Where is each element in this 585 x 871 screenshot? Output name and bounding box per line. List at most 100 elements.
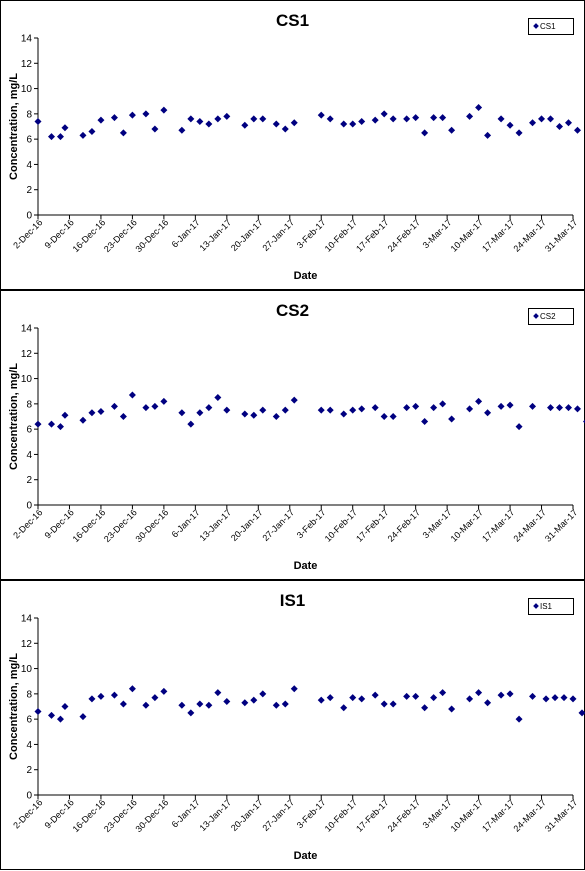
data-point — [430, 404, 438, 412]
data-point — [151, 694, 159, 702]
data-point — [281, 700, 289, 708]
data-point — [412, 402, 420, 410]
data-point — [358, 117, 366, 125]
y-axis-label: Concentration, mg/L — [8, 653, 20, 760]
data-point — [250, 411, 258, 419]
data-point — [205, 404, 213, 412]
x-tick-label: 27-Jan-17 — [260, 507, 296, 543]
x-tick-label: 20-Jan-17 — [229, 507, 265, 543]
chart-panel-cs2: 0 2 4 6 8 10 12 14 2-Dec-16 9-Dec-16 16-Dec-16 23-D… — [0, 290, 585, 580]
y-tick-label: 12 — [21, 639, 33, 650]
data-point — [119, 700, 127, 708]
data-point — [475, 689, 483, 697]
data-point — [547, 115, 555, 123]
data-point — [389, 115, 397, 123]
data-point — [506, 690, 514, 698]
data-point — [272, 413, 280, 420]
y-tick-label: 10 — [21, 374, 33, 385]
data-point — [79, 416, 87, 424]
data-point — [160, 397, 168, 405]
data-point — [151, 402, 159, 410]
x-tick-label: 17-Mar-17 — [480, 797, 516, 833]
data-point — [110, 691, 118, 699]
data-point — [412, 692, 420, 700]
y-tick-label: 4 — [26, 160, 32, 171]
data-point — [281, 125, 289, 133]
x-tick-label: 30-Dec-16 — [134, 507, 171, 544]
data-point — [484, 409, 492, 417]
y-tick-label: 10 — [21, 84, 33, 95]
data-point — [151, 125, 159, 133]
data-point — [259, 115, 267, 123]
data-point — [128, 685, 136, 693]
data-point — [47, 133, 55, 141]
data-point — [497, 115, 505, 123]
y-axis-label: Concentration, mg/L — [8, 363, 20, 470]
data-point — [317, 111, 325, 119]
data-point — [569, 695, 577, 703]
y-tick-label: 0 — [26, 791, 32, 802]
data-point — [326, 694, 334, 702]
data-point — [506, 401, 514, 409]
data-point — [61, 124, 69, 132]
x-axis-label: Date — [294, 560, 318, 572]
data-point — [475, 397, 483, 405]
x-tick-label: 13-Jan-17 — [198, 507, 234, 543]
data-point — [178, 126, 186, 134]
data-point — [178, 701, 186, 709]
data-point — [34, 708, 42, 716]
x-tick-label: 23-Dec-16 — [102, 797, 139, 834]
x-tick-label: 10-Mar-17 — [449, 797, 485, 833]
data-point — [560, 694, 568, 702]
data-point — [223, 406, 231, 414]
x-tick-label: 2-Dec-16 — [11, 797, 44, 830]
data-point — [79, 713, 87, 721]
data-point — [47, 420, 55, 428]
data-point — [290, 119, 298, 127]
data-point — [421, 704, 429, 712]
legend-label: CS1 — [540, 22, 556, 31]
data-point — [439, 689, 447, 697]
x-tick-label: 24-Mar-17 — [512, 217, 548, 253]
data-point — [97, 116, 105, 124]
x-tick-label: 2-Dec-16 — [11, 217, 44, 250]
data-point — [142, 701, 150, 709]
x-tick-label: 24-Feb-17 — [386, 217, 422, 253]
y-tick-label: 2 — [26, 765, 32, 776]
data-point — [110, 114, 118, 122]
data-point — [214, 115, 222, 123]
x-tick-label: 24-Mar-17 — [512, 797, 548, 833]
data-point — [160, 687, 168, 695]
x-tick-label: 23-Dec-16 — [102, 217, 139, 254]
data-point — [506, 121, 514, 129]
data-point — [340, 704, 348, 712]
data-point — [439, 400, 447, 408]
data-point — [290, 685, 298, 693]
data-point — [542, 695, 550, 703]
x-tick-label: 23-Dec-16 — [102, 507, 139, 544]
data-point — [272, 701, 280, 709]
data-point — [547, 404, 555, 412]
x-tick-label: 27-Jan-17 — [260, 797, 296, 833]
x-tick-label: 31-Mar-17 — [543, 797, 579, 833]
data-point — [79, 131, 87, 139]
x-tick-label: 16-Dec-16 — [71, 217, 108, 254]
y-tick-label: 6 — [26, 425, 32, 436]
legend-marker-icon — [533, 603, 539, 609]
data-point — [290, 396, 298, 404]
data-point — [56, 423, 64, 431]
data-point — [259, 690, 267, 698]
data-point — [61, 411, 69, 419]
y-tick-label: 8 — [26, 399, 32, 410]
data-point — [466, 405, 474, 413]
x-tick-label: 10-Mar-17 — [449, 217, 485, 253]
data-point — [223, 697, 231, 705]
data-point — [582, 419, 585, 424]
data-point — [56, 715, 64, 723]
data-point — [573, 126, 581, 134]
data-point — [448, 415, 456, 423]
y-tick-label: 8 — [26, 109, 32, 120]
data-point — [529, 119, 537, 127]
data-point — [448, 126, 456, 134]
data-point — [250, 115, 258, 123]
